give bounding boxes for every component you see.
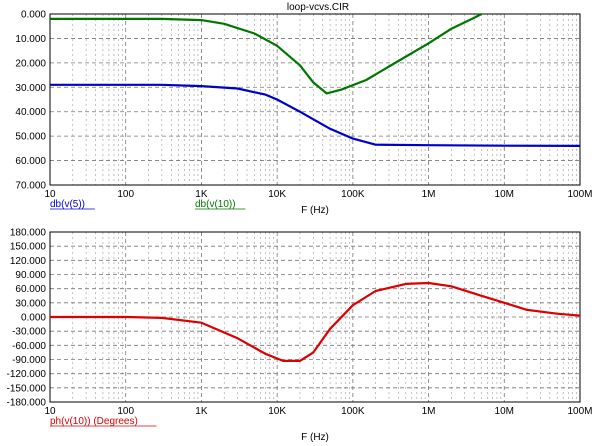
y-tick-label: 10.000	[15, 34, 46, 45]
y-tick-label: -150.000	[7, 383, 47, 394]
y-tick-label: 20.000	[15, 58, 46, 69]
series-line	[50, 13, 482, 95]
x-tick-label: 100K	[341, 406, 365, 417]
y-tick-label: -180.000	[7, 398, 47, 409]
x-tick-label: 10K	[268, 189, 286, 200]
series-line	[50, 281, 581, 362]
y-tick-label: 120.000	[10, 256, 47, 267]
series-line	[50, 83, 581, 147]
x-tick-label: 10M	[495, 189, 514, 200]
y-tick-label: 50.000	[15, 132, 46, 143]
y-tick-label: -60.000	[12, 341, 46, 352]
y-tick-label: 0.000	[21, 10, 46, 21]
x-tick-label: 1M	[422, 189, 436, 200]
chart-title: loop-vcvs.CIR	[287, 2, 349, 13]
legend-entry: ph(v(10)) (Degrees)	[50, 416, 138, 427]
y-tick-label: -90.000	[12, 355, 46, 366]
x-tick-label: 10	[44, 406, 56, 417]
y-tick-label: 40.000	[15, 107, 46, 118]
plot-frame	[49, 13, 581, 186]
legend-entry: db(v(10))	[195, 199, 236, 210]
x-tick-label: 1K	[195, 406, 208, 417]
x-axis-label: F (Hz)	[301, 432, 329, 443]
magnitude-plot: 10 100 1K 10K 100K 1M 10M 100M 0.000 10.000 20.000…	[15, 10, 592, 217]
y-tick-label: 180.000	[10, 228, 47, 239]
y-tick-label: 60.000	[15, 156, 46, 167]
x-axis-label: F (Hz)	[301, 205, 329, 216]
y-tick-label: -30.000	[12, 327, 46, 338]
x-tick-label: 10M	[495, 406, 514, 417]
y-tick-label: 0.000	[21, 313, 46, 324]
x-tick-label: 100	[117, 406, 134, 417]
y-tick-label: 30.000	[15, 298, 46, 309]
x-tick-label: 100	[117, 189, 134, 200]
y-tick-label: 60.000	[15, 284, 46, 295]
x-tick-label: 100M	[567, 406, 592, 417]
y-tick-label: 150.000	[10, 242, 47, 253]
x-tick-label: 1K	[195, 189, 208, 200]
y-tick-label: 70.000	[15, 181, 46, 192]
legend-entry: db(v(5))	[50, 199, 85, 210]
x-tick-label: 10K	[268, 406, 286, 417]
x-tick-label: 1M	[422, 406, 436, 417]
x-tick-label: 100M	[567, 189, 592, 200]
y-tick-label: 90.000	[15, 270, 46, 281]
y-tick-label: 30.000	[15, 83, 46, 94]
phase-plot: 10 100 1K 10K 100K 1M 10M 100M 180.000 150.000 120…	[7, 228, 593, 444]
y-tick-label: -120.000	[7, 369, 47, 380]
x-tick-label: 10	[44, 189, 56, 200]
x-tick-label: 100K	[341, 189, 365, 200]
